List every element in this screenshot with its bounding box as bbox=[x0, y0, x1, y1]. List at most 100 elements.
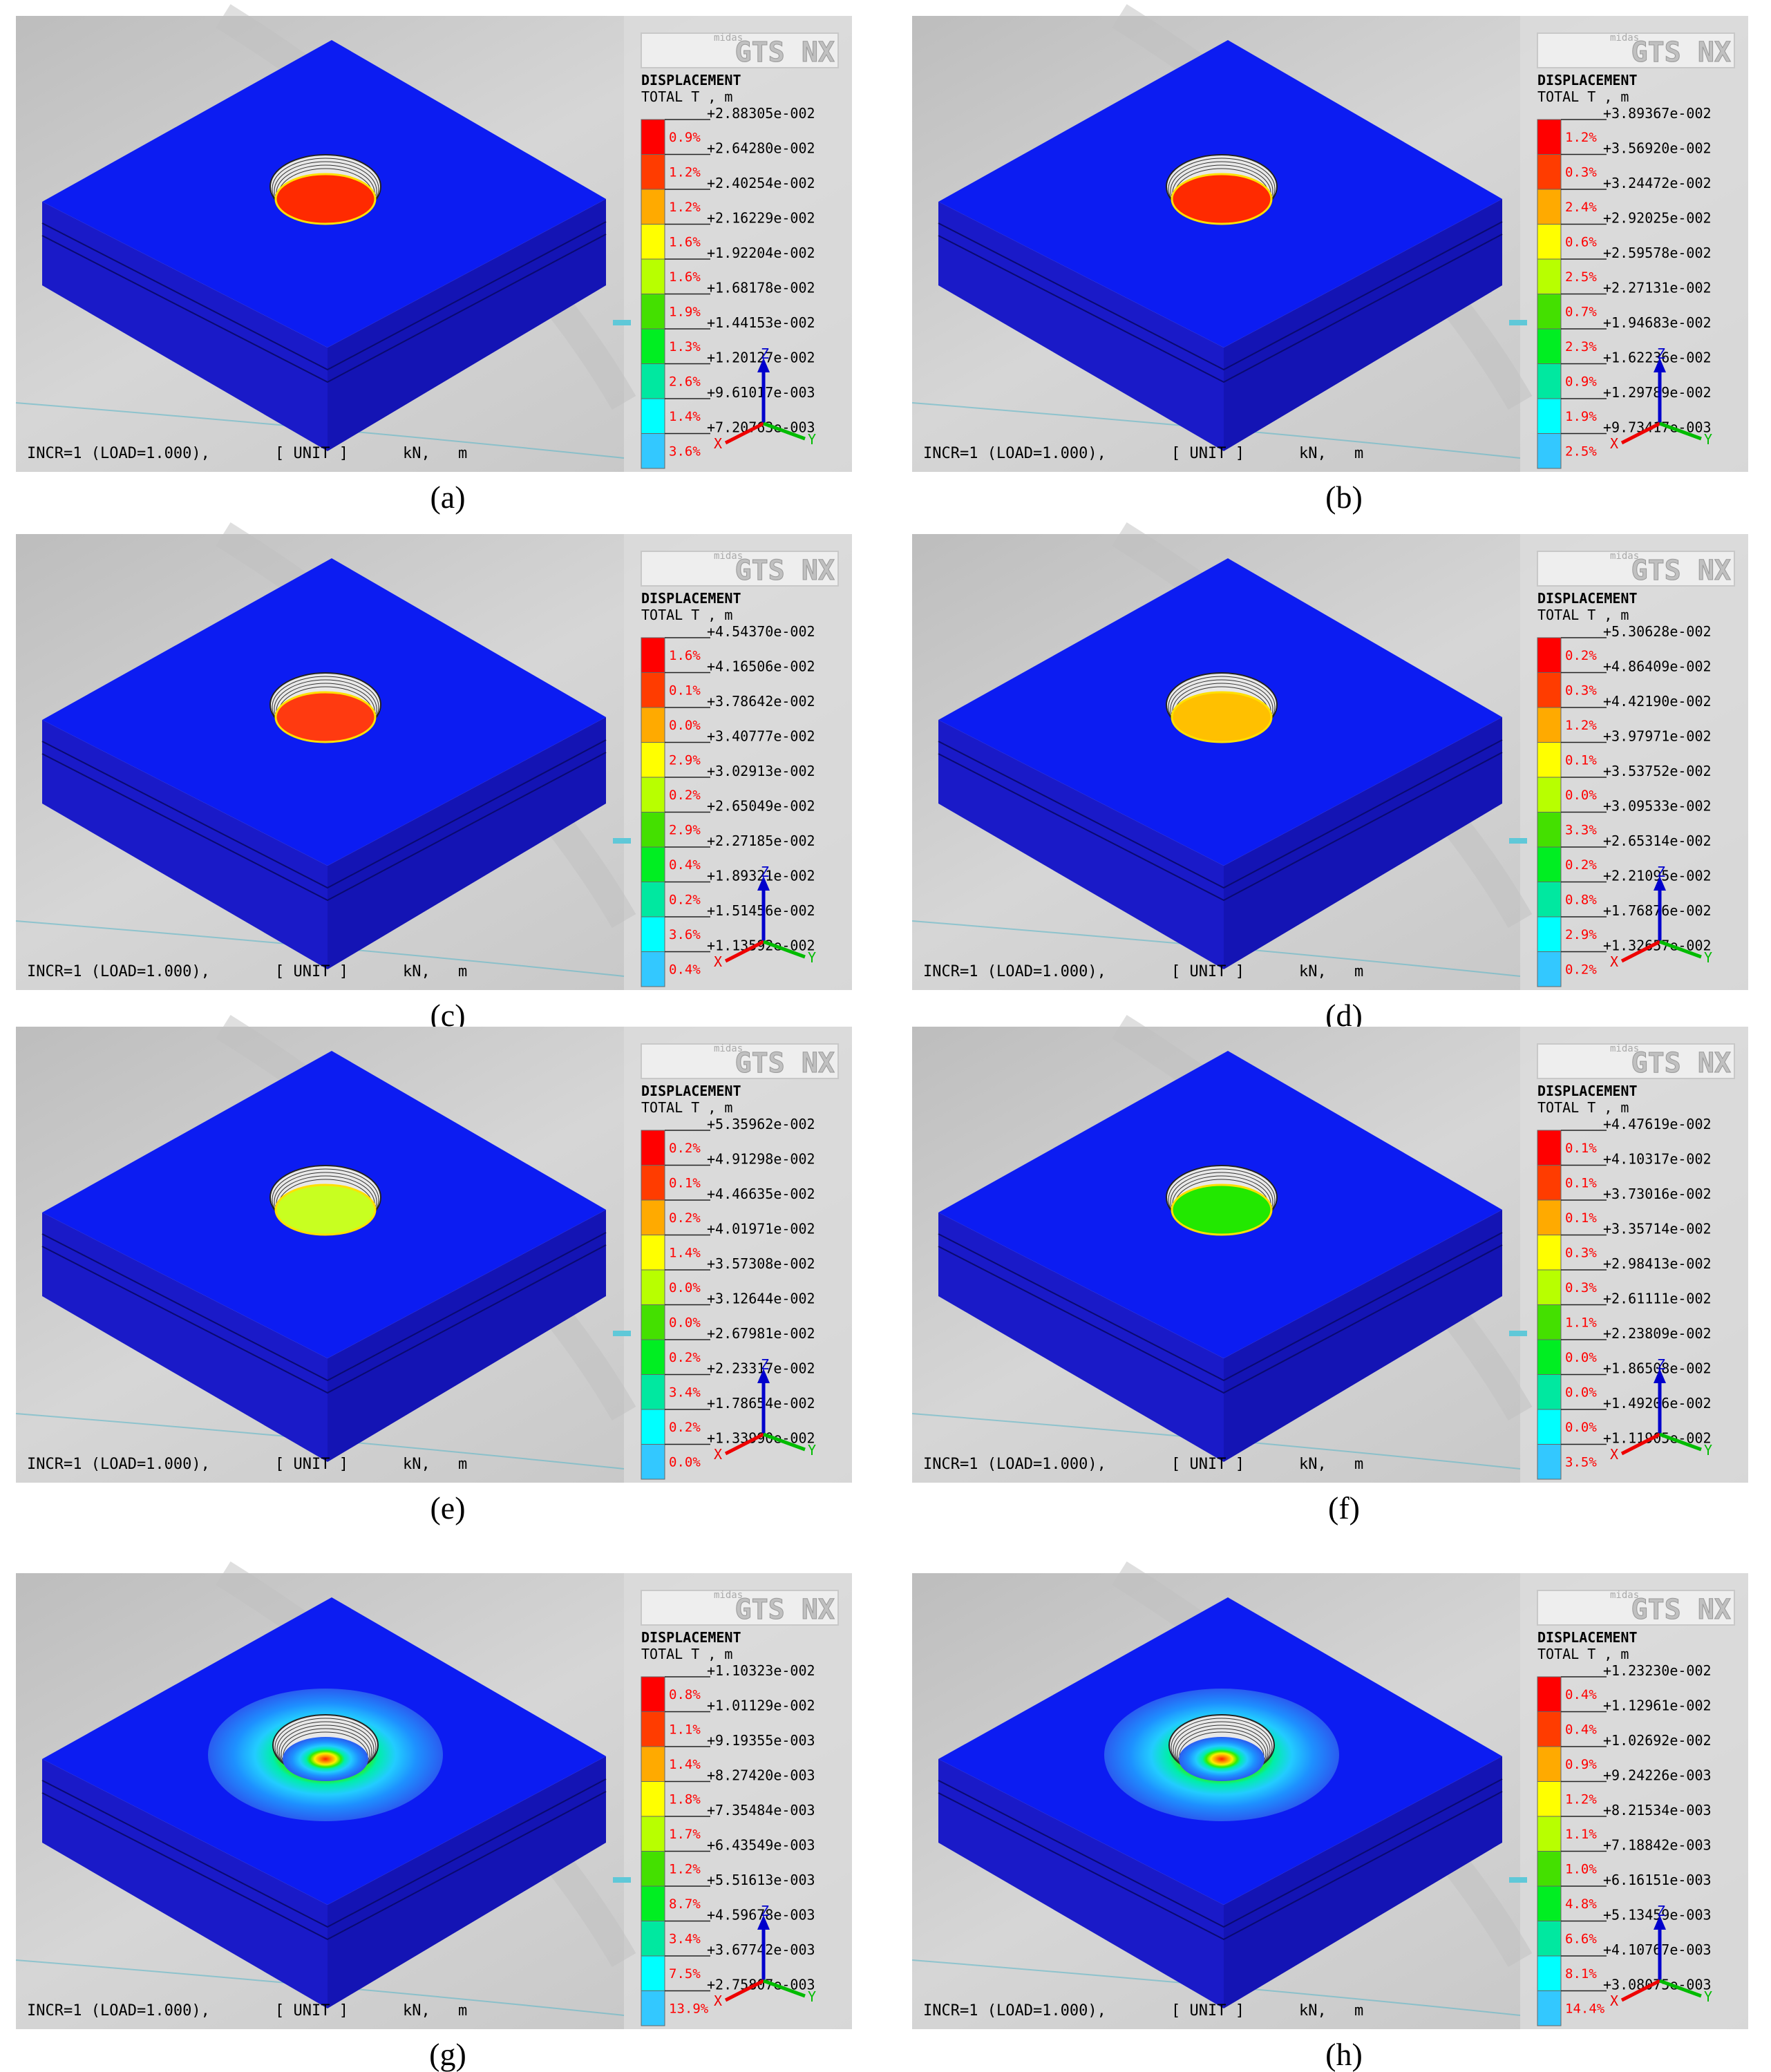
legend-band bbox=[1537, 951, 1562, 987]
legend-value: +8.21534e-003 bbox=[1603, 1802, 1712, 1818]
legend-value: +2.65314e-002 bbox=[1603, 833, 1712, 849]
hole-bottom bbox=[283, 1737, 368, 1781]
legend-band bbox=[1537, 882, 1562, 918]
legend-value: +3.24472e-002 bbox=[1603, 175, 1712, 191]
legend-percent: 0.2% bbox=[1565, 857, 1597, 873]
legend-title: DISPLACEMENT bbox=[1537, 590, 1638, 607]
edge-marker bbox=[1509, 838, 1527, 844]
brand-small: midas bbox=[1610, 1043, 1639, 1054]
legend-percent: 0.3% bbox=[1565, 683, 1597, 698]
legend-value: +1.01129e-002 bbox=[707, 1698, 815, 1714]
legend-percent: 0.3% bbox=[1565, 1280, 1597, 1295]
legend-band bbox=[1537, 1746, 1562, 1782]
layer-line bbox=[41, 221, 607, 371]
axis-label: Y bbox=[808, 949, 816, 966]
legend-value: +3.73016e-002 bbox=[1603, 1186, 1712, 1202]
legend-percent: 1.7% bbox=[669, 1827, 701, 1842]
footer-text: INCR=1 (LOAD=1.000), bbox=[27, 2002, 210, 2019]
axis-label: X bbox=[1610, 953, 1618, 970]
legend-percent: 1.2% bbox=[669, 1862, 701, 1877]
footer-text: kN, bbox=[403, 963, 430, 980]
axis-label: X bbox=[714, 1993, 722, 2009]
legend-percent: 7.5% bbox=[669, 1966, 701, 1981]
edge-marker bbox=[613, 1331, 631, 1336]
legend-band bbox=[641, 119, 665, 155]
legend-percent: 1.2% bbox=[1565, 718, 1597, 733]
legend-percent: 1.2% bbox=[1565, 130, 1597, 145]
legend-percent: 14.4% bbox=[1565, 2002, 1605, 2017]
legend-percent: 3.6% bbox=[669, 444, 701, 459]
axis-label: X bbox=[714, 435, 722, 452]
footer-text: m bbox=[1354, 2002, 1363, 2019]
legend-percent: 3.4% bbox=[669, 1385, 701, 1400]
legend-value: +2.65049e-002 bbox=[707, 798, 815, 815]
legend-title: DISPLACEMENT bbox=[641, 1083, 741, 1099]
legend-value: +2.61111e-002 bbox=[1603, 1291, 1712, 1307]
footer-text: INCR=1 (LOAD=1.000), bbox=[27, 963, 210, 980]
legend-value: +9.24226e-003 bbox=[1603, 1767, 1712, 1784]
legend-value: +4.10767e-003 bbox=[1603, 1941, 1712, 1958]
axis-y bbox=[1659, 1979, 1702, 1998]
legend-value: +2.16229e-002 bbox=[707, 210, 815, 227]
legend-percent: 0.0% bbox=[1565, 1350, 1597, 1365]
legend-band bbox=[641, 1199, 665, 1235]
legend-value: +1.92204e-002 bbox=[707, 245, 815, 261]
axis-y bbox=[1659, 940, 1702, 959]
brand-box bbox=[1537, 32, 1735, 68]
legend-band bbox=[1537, 328, 1562, 364]
legend-percent: 0.0% bbox=[669, 1280, 701, 1295]
legend-percent: 0.9% bbox=[1565, 374, 1597, 390]
hole-bottom bbox=[274, 691, 377, 743]
legend-value: +4.91298e-002 bbox=[707, 1151, 815, 1168]
axis-label: X bbox=[714, 1446, 722, 1463]
axis-x bbox=[1620, 421, 1661, 445]
axis-y bbox=[763, 1979, 806, 1998]
axis-label: Y bbox=[808, 431, 816, 448]
legend-value: +4.86409e-002 bbox=[1603, 658, 1712, 675]
legend-value: +2.98413e-002 bbox=[1603, 1255, 1712, 1272]
legend-value: +1.86508e-002 bbox=[1603, 1360, 1712, 1377]
footer-text: m bbox=[458, 963, 467, 980]
legend-band bbox=[1537, 1851, 1562, 1887]
legend-percent: 0.0% bbox=[669, 1315, 701, 1331]
edge-marker bbox=[613, 1877, 631, 1883]
legend-band bbox=[1537, 1339, 1562, 1375]
footer-text: kN, bbox=[403, 2002, 430, 2019]
footer-text: [ UNIT ] bbox=[275, 1456, 348, 1473]
legend-band bbox=[641, 1885, 665, 1921]
footer-text: m bbox=[458, 1456, 467, 1473]
legend-percent: 0.2% bbox=[669, 1350, 701, 1365]
legend-percent: 1.4% bbox=[669, 1757, 701, 1772]
footer-text: kN, bbox=[1299, 963, 1327, 980]
legend-band bbox=[1537, 1990, 1562, 2026]
brand-small: midas bbox=[1610, 32, 1639, 44]
legend-band bbox=[1537, 1816, 1562, 1852]
layer-line bbox=[41, 1244, 607, 1394]
edge-marker bbox=[613, 320, 631, 325]
legend-subtitle: TOTAL T , m bbox=[641, 1099, 732, 1116]
legend-value: +1.89321e-002 bbox=[707, 868, 815, 884]
legend-percent: 0.3% bbox=[1565, 1246, 1597, 1261]
legend-percent: 0.2% bbox=[669, 1420, 701, 1435]
legend-subtitle: TOTAL T , m bbox=[1537, 1646, 1629, 1662]
legend-value: +3.57308e-002 bbox=[707, 1255, 815, 1272]
legend-band bbox=[1537, 258, 1562, 294]
panel-label: (g) bbox=[429, 2037, 466, 2072]
axis-label: Y bbox=[808, 1988, 816, 2005]
axis-label: Y bbox=[1704, 949, 1712, 966]
legend-percent: 2.5% bbox=[1565, 269, 1597, 285]
legend-band bbox=[1537, 1955, 1562, 1991]
legend-subtitle: TOTAL T , m bbox=[641, 607, 732, 623]
brand-small: midas bbox=[1610, 551, 1639, 562]
footer-text: INCR=1 (LOAD=1.000), bbox=[27, 445, 210, 462]
panel-label: (h) bbox=[1325, 2037, 1363, 2072]
legend-title: DISPLACEMENT bbox=[641, 1629, 741, 1646]
legend-percent: 1.9% bbox=[1565, 409, 1597, 424]
legend-band bbox=[1537, 812, 1562, 848]
legend-band bbox=[1537, 119, 1562, 155]
legend-title: DISPLACEMENT bbox=[1537, 72, 1638, 88]
legend-band bbox=[641, 1339, 665, 1375]
